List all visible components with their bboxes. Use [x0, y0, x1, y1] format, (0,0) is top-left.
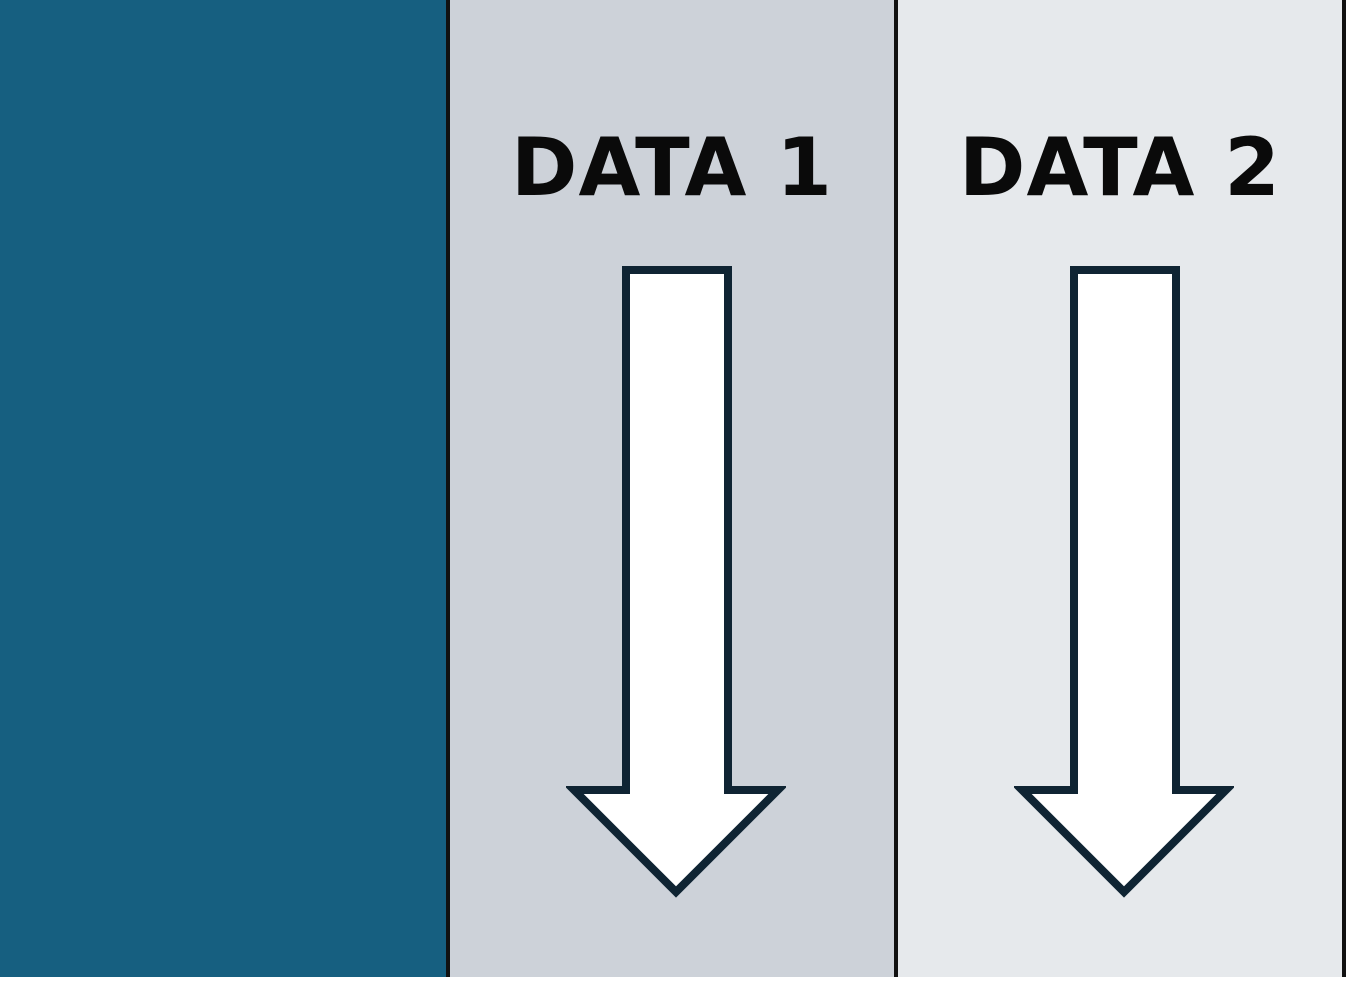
down-arrow-icon: [566, 266, 786, 898]
divider-line: [1342, 0, 1346, 977]
data-2-panel: DATA 2: [896, 0, 1344, 977]
down-arrow-icon: [1014, 266, 1234, 898]
data-1-label: DATA 1: [511, 121, 833, 214]
divider-line: [446, 0, 450, 977]
data-1-panel: DATA 1: [448, 0, 896, 977]
blue-panel: [0, 0, 448, 977]
divider-line: [894, 0, 898, 977]
data-2-label: DATA 2: [959, 121, 1281, 214]
